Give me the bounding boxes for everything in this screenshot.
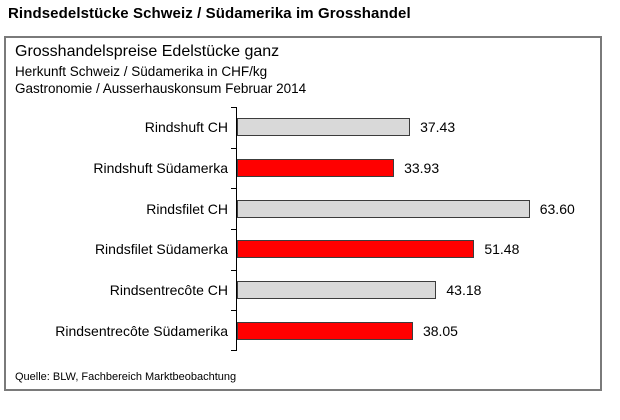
value-label: 33.93 [404, 160, 440, 176]
value-label: 51.48 [484, 241, 520, 258]
bar-area: 38.05 [237, 310, 598, 351]
category-label: Rindsfilet Südamerka [94, 241, 228, 258]
bar [237, 159, 395, 177]
chart-row: Rindsentrecôte Südamerika 38.05 [6, 310, 598, 351]
bar [237, 321, 413, 340]
chart-row: Rindsfilet CH 63.60 [6, 188, 598, 229]
plot-area: Rindshuft CH 37.43 Rindshuft Südamerka 33.9… [6, 107, 598, 351]
value-label: 43.18 [446, 282, 482, 299]
category-label: Rindshuft CH [144, 119, 228, 136]
axis-ticks [231, 107, 237, 351]
bar [237, 118, 411, 137]
bar-area: 43.18 [237, 270, 598, 311]
chart-row: Rindsfilet Südamerka 51.48 [6, 229, 598, 270]
bar-area: 37.43 [237, 107, 598, 148]
bar-area: 51.48 [237, 229, 598, 270]
bar [237, 240, 475, 259]
page-title: Rindsedelstücke Schweiz / Südamerika im … [8, 5, 411, 22]
chart-row: Rindsentrecôte CH 43.18 [6, 270, 598, 311]
category-label: Rindsfilet CH [146, 200, 228, 217]
axis-tick [231, 350, 237, 351]
axis-tick [231, 148, 237, 149]
chart-subtitle-origin: Herkunft Schweiz / Südamerika in CHF/kg [15, 64, 268, 79]
bar-area: 33.93 [237, 148, 598, 189]
axis-tick [231, 229, 237, 230]
chart-subtitle-period: Gastronomie / Ausserhauskonsum Februar 2… [15, 81, 307, 96]
axis-tick [231, 107, 237, 108]
chart-row: Rindshuft CH 37.43 [6, 107, 598, 148]
chart-title: Grosshandelspreise Edelstücke ganz [15, 43, 280, 60]
plot-rows: Rindshuft CH 37.43 Rindshuft Südamerka 33.9… [6, 107, 598, 351]
value-label: 63.60 [539, 200, 575, 217]
axis-tick [231, 270, 237, 271]
bar [237, 281, 437, 300]
bar-area: 63.60 [237, 188, 598, 229]
axis-tick [231, 188, 237, 189]
bar [237, 199, 530, 218]
category-label: Rindsentrecôte CH [109, 282, 228, 299]
chart-box: Grosshandelspreise Edelstücke ganz Herku… [4, 36, 602, 391]
category-label: Rindsentrecôte Südamerika [55, 322, 228, 339]
value-label: 38.05 [422, 322, 458, 339]
value-label: 37.43 [420, 119, 456, 136]
category-label: Rindshuft Südamerka [93, 160, 228, 176]
source-note: Quelle: BLW, Fachbereich Marktbeobachtun… [15, 371, 237, 383]
axis-tick [231, 310, 237, 311]
chart-row: Rindshuft Südamerka 33.93 [6, 148, 598, 189]
